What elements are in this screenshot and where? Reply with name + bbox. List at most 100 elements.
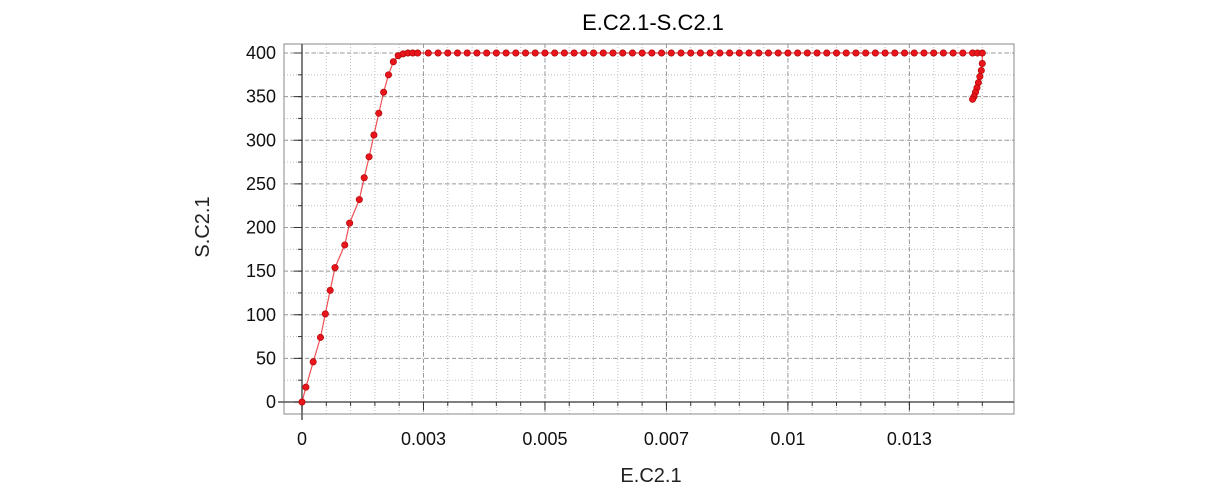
data-point — [424, 49, 432, 57]
data-point — [483, 49, 491, 57]
data-point — [706, 49, 714, 57]
data-point — [764, 49, 772, 57]
data-point — [599, 49, 607, 57]
data-point — [590, 49, 598, 57]
data-point — [726, 49, 734, 57]
data-point — [580, 49, 588, 57]
data-point — [298, 398, 306, 406]
y-tick-label: 100 — [246, 305, 276, 325]
data-point — [331, 264, 339, 272]
data-point — [560, 49, 568, 57]
data-point — [522, 49, 530, 57]
data-point — [774, 49, 782, 57]
y-tick-label: 400 — [246, 43, 276, 63]
plot-frame — [283, 43, 1015, 415]
data-point — [492, 49, 500, 57]
data-point — [370, 131, 378, 139]
x-tick-label: 0.003 — [401, 429, 446, 449]
data-point — [326, 286, 334, 294]
data-point — [813, 49, 821, 57]
data-point — [881, 49, 889, 57]
data-point — [920, 49, 928, 57]
data-point — [341, 241, 349, 249]
data-point — [414, 49, 422, 57]
data-point — [551, 49, 559, 57]
data-point — [453, 49, 461, 57]
y-tick-label: 300 — [246, 130, 276, 150]
data-point — [389, 58, 397, 66]
data-point — [365, 153, 373, 161]
axes — [278, 44, 1014, 420]
data-point — [321, 310, 329, 318]
data-point — [463, 49, 471, 57]
data-point — [910, 49, 918, 57]
y-tick-label: 50 — [256, 348, 276, 368]
data-point — [978, 49, 986, 57]
data-point — [949, 49, 957, 57]
data-point — [380, 88, 388, 96]
y-tick-label: 200 — [246, 218, 276, 238]
data-point — [803, 49, 811, 57]
data-point — [852, 49, 860, 57]
data-point — [978, 59, 986, 67]
data-point — [696, 49, 704, 57]
chart-title: E.C2.1-S.C2.1 — [582, 10, 724, 35]
data-series — [298, 49, 986, 406]
data-point — [871, 49, 879, 57]
data-point — [891, 49, 899, 57]
data-point — [755, 49, 763, 57]
data-point — [434, 49, 442, 57]
x-tick-label: 0.013 — [887, 429, 932, 449]
data-point — [977, 66, 985, 74]
y-tick-label: 150 — [246, 261, 276, 281]
data-point — [862, 49, 870, 57]
x-tick-label: 0.01 — [770, 429, 805, 449]
y-tick-label: 250 — [246, 174, 276, 194]
data-point — [316, 333, 324, 341]
data-point — [512, 49, 520, 57]
x-axis-label: E.C2.1 — [620, 465, 681, 487]
data-point — [531, 49, 539, 57]
tick-labels: 0 0.003 0.005 0.007 0.01 0.013 0 50 100 150 200 250… — [246, 43, 932, 449]
y-tick-label: 0 — [266, 392, 276, 412]
y-axis-label: S.C2.1 — [192, 196, 214, 257]
data-point — [609, 49, 617, 57]
data-point — [901, 49, 909, 57]
data-point — [687, 49, 695, 57]
data-point — [619, 49, 627, 57]
data-point — [375, 109, 383, 117]
data-point — [638, 49, 646, 57]
data-point — [346, 219, 354, 227]
data-point — [716, 49, 724, 57]
data-point — [384, 71, 392, 79]
data-point — [473, 49, 481, 57]
data-point — [677, 49, 685, 57]
data-point — [309, 358, 317, 366]
grid-lines — [284, 44, 1014, 414]
data-point — [959, 49, 967, 57]
data-point — [360, 174, 368, 182]
data-point — [355, 196, 363, 204]
data-point — [833, 49, 841, 57]
x-tick-label: 0.007 — [644, 429, 689, 449]
data-point — [745, 49, 753, 57]
x-tick-label: 0.005 — [522, 429, 567, 449]
data-point — [302, 383, 310, 391]
data-point — [976, 73, 984, 81]
data-point — [784, 49, 792, 57]
data-point — [658, 49, 666, 57]
data-point — [502, 49, 510, 57]
data-point — [570, 49, 578, 57]
y-tick-label: 350 — [246, 87, 276, 107]
data-point — [541, 49, 549, 57]
data-point — [842, 49, 850, 57]
data-point — [823, 49, 831, 57]
data-point — [794, 49, 802, 57]
x-tick-label: 0 — [297, 429, 307, 449]
data-point — [628, 49, 636, 57]
data-point — [667, 49, 675, 57]
data-point — [444, 49, 452, 57]
data-point — [930, 49, 938, 57]
data-point — [939, 49, 947, 57]
